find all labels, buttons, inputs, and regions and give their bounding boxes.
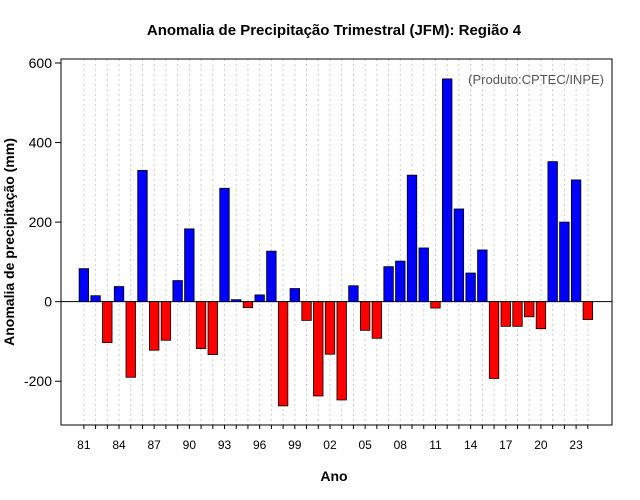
y-tick-label: 200 bbox=[29, 214, 53, 230]
x-tick-label: 87 bbox=[148, 438, 162, 452]
bar-1999 bbox=[289, 288, 300, 303]
y-axis-label: Anomalia de precipitação (mm) bbox=[1, 138, 17, 346]
bar-1992 bbox=[207, 301, 218, 355]
bar-2021 bbox=[547, 161, 558, 303]
x-tick-label: 20 bbox=[534, 438, 548, 452]
bar-2016 bbox=[488, 301, 500, 379]
x-tick-label: 11 bbox=[429, 438, 442, 452]
x-tick-label: 93 bbox=[218, 438, 232, 452]
bar-2015 bbox=[477, 249, 488, 303]
x-tick-label: 81 bbox=[77, 438, 91, 452]
bar-2001 bbox=[313, 301, 324, 397]
bar-1983 bbox=[102, 301, 113, 344]
bar-2020 bbox=[535, 301, 547, 330]
x-tick-label: 17 bbox=[499, 438, 513, 452]
bar-2003 bbox=[336, 301, 347, 401]
bar-2019 bbox=[524, 301, 535, 318]
product-annotation: (Produto:CPTEC/INPE) bbox=[468, 72, 604, 87]
plot-frame bbox=[60, 58, 613, 426]
bar-1997 bbox=[266, 250, 277, 303]
bar-1998 bbox=[277, 301, 289, 407]
bar-2017 bbox=[500, 301, 511, 327]
bar-2002 bbox=[324, 301, 336, 355]
y-axis: -200 0 200 400 600 bbox=[24, 55, 61, 389]
x-tick-label: 99 bbox=[288, 438, 302, 452]
bar-2014 bbox=[465, 272, 476, 303]
x-tick-label: 90 bbox=[183, 438, 197, 452]
bar-2004 bbox=[348, 285, 359, 303]
bar-2005 bbox=[359, 301, 371, 331]
bar-2024 bbox=[582, 301, 593, 320]
bar-1993 bbox=[219, 187, 230, 303]
bar-1986 bbox=[137, 169, 148, 303]
x-axis-label: Ano bbox=[320, 468, 347, 484]
bar-1984 bbox=[113, 286, 125, 303]
bar-1989 bbox=[172, 280, 183, 303]
bar-1985 bbox=[125, 301, 136, 378]
y-tick-label: 0 bbox=[44, 294, 52, 310]
x-tick-label: 02 bbox=[323, 438, 337, 452]
bar-2006 bbox=[371, 301, 383, 339]
bar-2023 bbox=[570, 179, 582, 303]
y-tick-label: 600 bbox=[29, 55, 53, 71]
x-tick-label: 14 bbox=[464, 438, 478, 452]
bar-1996 bbox=[254, 294, 265, 303]
bar-1981 bbox=[78, 268, 90, 303]
bar-2009 bbox=[406, 174, 418, 303]
bar-2022 bbox=[559, 221, 570, 303]
bar-1982 bbox=[90, 295, 101, 303]
x-tick-label: 84 bbox=[112, 438, 126, 452]
chart-title: Anomalia de Precipitação Trimestral (JFM… bbox=[147, 22, 522, 39]
bar-1995 bbox=[242, 301, 254, 309]
x-tick-label: 08 bbox=[394, 438, 408, 452]
bar-2008 bbox=[395, 260, 406, 303]
bar-2018 bbox=[512, 301, 523, 327]
bar-1994 bbox=[231, 299, 242, 303]
bar-2013 bbox=[453, 208, 465, 303]
y-tick-label: 400 bbox=[29, 135, 53, 151]
x-tick-label: 05 bbox=[358, 438, 372, 452]
y-tick-label: -200 bbox=[24, 373, 52, 389]
x-tick-label: 96 bbox=[253, 438, 267, 452]
gridlines bbox=[83, 59, 589, 425]
bar-1988 bbox=[160, 301, 172, 341]
bar-2010 bbox=[418, 247, 429, 303]
bar-1991 bbox=[195, 301, 207, 350]
bar-2000 bbox=[301, 301, 312, 321]
bar-1987 bbox=[149, 301, 160, 351]
bar-1990 bbox=[184, 228, 195, 303]
x-tick-label: 23 bbox=[569, 438, 583, 452]
x-axis: 81 84 87 90 93 96 99 02 05 08 11 14 17 20 23 bbox=[77, 425, 589, 452]
bar-2012 bbox=[442, 78, 453, 303]
bars bbox=[78, 78, 593, 407]
bar-2011 bbox=[430, 301, 441, 309]
bar-2007 bbox=[383, 266, 394, 303]
